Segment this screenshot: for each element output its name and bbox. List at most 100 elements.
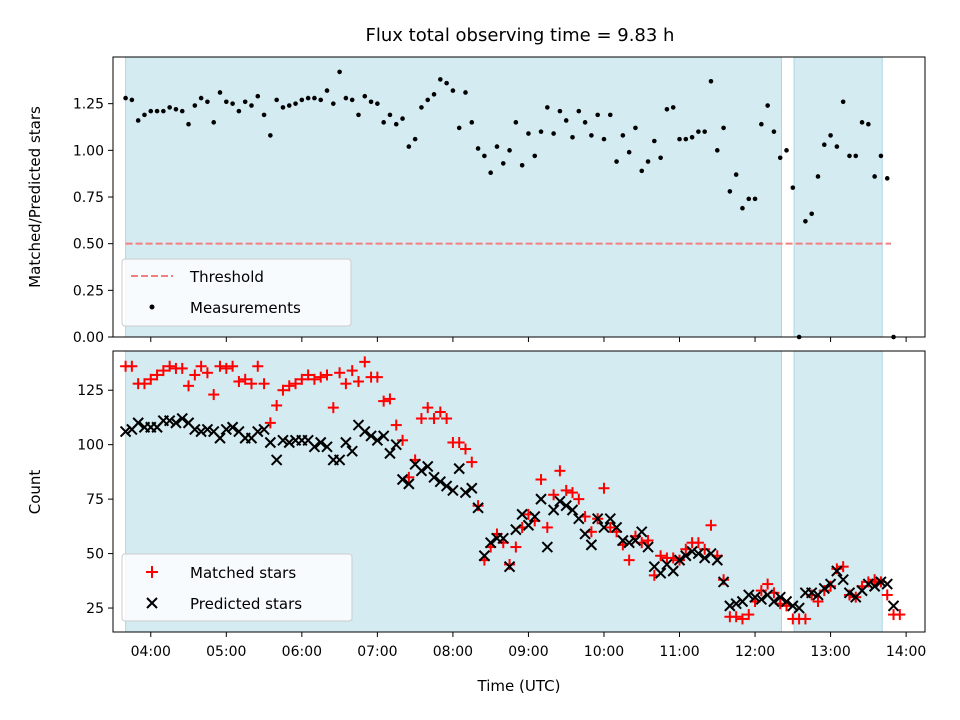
measurements-point bbox=[456, 125, 462, 131]
predicted-stars-point bbox=[824, 578, 837, 590]
measurements-point bbox=[696, 129, 701, 134]
predicted-stars-point bbox=[768, 595, 780, 608]
matched-stars-point bbox=[334, 367, 346, 379]
measurements-point bbox=[733, 172, 739, 177]
threshold-legend-label: Threshold bbox=[189, 268, 264, 286]
matched-stars-point bbox=[245, 378, 257, 390]
x-tick-label: 14:00 bbox=[886, 644, 926, 660]
matched-stars-point bbox=[359, 356, 371, 368]
measurements-point bbox=[614, 159, 619, 164]
x-tick-label: 05:00 bbox=[206, 644, 246, 660]
measurements-point bbox=[412, 136, 418, 142]
predicted-stars-point bbox=[787, 600, 799, 612]
bottom-y-tick-label: 75 bbox=[86, 492, 104, 508]
measurements-point bbox=[198, 95, 204, 101]
top-legend: Threshold Measurements bbox=[121, 258, 352, 327]
measurements-point bbox=[626, 149, 632, 155]
predicted-stars-point bbox=[535, 493, 547, 505]
measurements-point bbox=[532, 153, 538, 159]
measurements-point bbox=[217, 90, 223, 95]
predicted-stars-point bbox=[365, 430, 377, 442]
matched-stars-point bbox=[340, 378, 352, 390]
predicted-stars-point bbox=[604, 513, 616, 525]
measurements-point bbox=[393, 121, 399, 127]
measurements-point bbox=[431, 92, 437, 97]
matched-stars-point bbox=[126, 360, 138, 372]
matched-stars-point bbox=[705, 519, 717, 531]
predicted-stars-point bbox=[226, 421, 239, 433]
predicted-stars-point bbox=[176, 412, 188, 425]
predicted-stars-point bbox=[371, 434, 384, 447]
measurements-point bbox=[494, 144, 500, 149]
measurements-point bbox=[513, 120, 519, 125]
matched-stars-point bbox=[415, 413, 427, 425]
predicted-stars-point bbox=[447, 484, 459, 497]
matched-stars-point bbox=[390, 419, 402, 431]
measurements-point bbox=[167, 105, 172, 110]
matched-stars-point bbox=[604, 521, 616, 533]
predicted-stars-point bbox=[189, 423, 201, 436]
measurements-point bbox=[563, 118, 569, 123]
predicted-stars-point bbox=[497, 532, 509, 545]
measurements-point bbox=[771, 129, 777, 134]
matched-stars-point bbox=[183, 380, 195, 392]
matched-stars-point bbox=[812, 596, 824, 608]
measurements-point bbox=[318, 97, 324, 103]
x-tick-label: 09:00 bbox=[508, 644, 548, 660]
top-y-tick-label: 1.25 bbox=[73, 97, 104, 113]
matched-stars-point bbox=[434, 406, 446, 418]
matched-stars-point bbox=[138, 378, 150, 390]
measurements-point bbox=[255, 93, 261, 99]
predicted-stars-point bbox=[591, 513, 604, 525]
matched-stars-point bbox=[384, 393, 396, 405]
predicted-stars-point bbox=[887, 600, 900, 612]
predicted-stars-point bbox=[453, 462, 465, 475]
bottom-y-tick-label: 125 bbox=[77, 383, 104, 399]
predicted-stars-point bbox=[617, 534, 629, 547]
predicted-stars-point bbox=[780, 595, 793, 608]
predicted-stars-point bbox=[875, 576, 887, 588]
x-tick-label: 04:00 bbox=[131, 644, 171, 660]
measurements-point bbox=[161, 108, 166, 114]
measurements-point bbox=[268, 133, 273, 138]
predicted-stars-point bbox=[698, 552, 711, 564]
measurements-point bbox=[595, 112, 600, 118]
predicted-stars-point bbox=[315, 436, 327, 449]
top-y-tick-label: 0.25 bbox=[73, 283, 104, 299]
measurements-point bbox=[884, 176, 890, 181]
measurements-point bbox=[815, 174, 821, 179]
matched-stars-point bbox=[736, 613, 748, 625]
predicted-stars-point bbox=[642, 541, 654, 553]
matched-stars-point bbox=[831, 563, 843, 575]
matched-stars-point bbox=[308, 373, 320, 385]
predicted-stars-point bbox=[585, 539, 598, 551]
matched-stars-point bbox=[598, 482, 610, 494]
matched-stars-point bbox=[504, 558, 516, 570]
measurements-point bbox=[834, 144, 840, 149]
matched-stars-point bbox=[554, 465, 566, 477]
matched-stars-point bbox=[296, 373, 308, 385]
matched-stars-point bbox=[743, 609, 755, 621]
matched-stars-point bbox=[692, 537, 704, 549]
predicted-stars-point bbox=[837, 574, 849, 586]
x-tick-label: 06:00 bbox=[282, 644, 322, 660]
matched-stars-point bbox=[397, 434, 409, 446]
measurements-legend-swatch bbox=[149, 304, 155, 310]
measurements-point bbox=[740, 205, 745, 211]
matched-stars-point bbox=[655, 550, 667, 562]
predicted-stars-point bbox=[220, 423, 233, 436]
measurements-point bbox=[576, 108, 582, 114]
measurements-point bbox=[727, 189, 733, 194]
measurements-point bbox=[507, 148, 512, 153]
predicted-stars-point bbox=[868, 580, 881, 592]
ratio-panel: 0.00 0.25 0.50 0.75 1.00 1.25 Matched/Predict… bbox=[26, 56, 926, 346]
matched-stars-point bbox=[321, 369, 333, 381]
matched-stars-point bbox=[227, 360, 239, 372]
measurements-legend-label: Measurements bbox=[190, 299, 301, 317]
x-tick-label: 10:00 bbox=[584, 644, 624, 660]
matched-stars-point bbox=[151, 369, 163, 381]
measurements-point bbox=[324, 88, 330, 93]
predicted-stars-point bbox=[484, 536, 497, 549]
top-y-tick-label: 0.75 bbox=[73, 190, 104, 206]
predicted-stars-point bbox=[403, 478, 415, 490]
